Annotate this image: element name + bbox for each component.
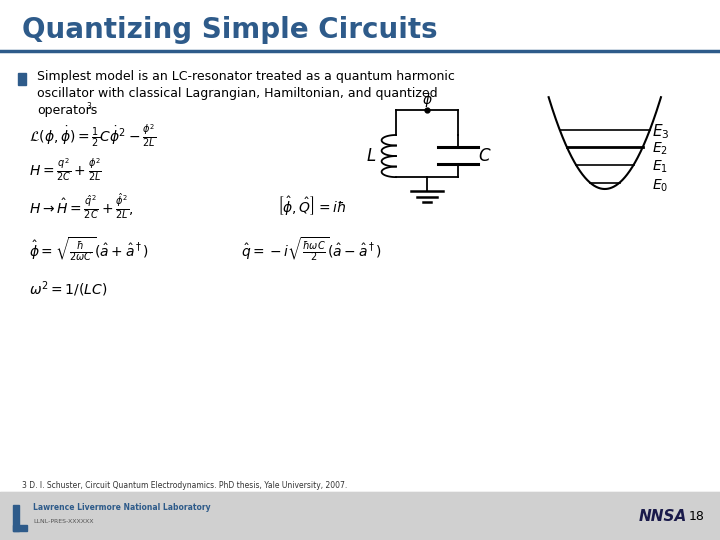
- Bar: [13, 525, 27, 531]
- Text: LLNL-PRES-XXXXXX: LLNL-PRES-XXXXXX: [33, 519, 94, 524]
- Text: operators: operators: [37, 104, 98, 117]
- Text: 3: 3: [86, 102, 91, 111]
- Text: Simplest model is an LC-resonator treated as a quantum harmonic: Simplest model is an LC-resonator treate…: [37, 70, 455, 83]
- Text: Quantizing Simple Circuits: Quantizing Simple Circuits: [22, 16, 437, 44]
- Text: NNSA: NNSA: [638, 509, 687, 524]
- Text: $E_1$: $E_1$: [652, 159, 667, 175]
- Text: $E_3$: $E_3$: [652, 122, 669, 140]
- Text: $\hat{q} = -i\sqrt{\frac{\hbar\omega C}{2}}\left(\hat{a} - \hat{a}^\dagger\right: $\hat{q} = -i\sqrt{\frac{\hbar\omega C}{…: [241, 235, 382, 264]
- Text: $\left[\hat{\phi}, \hat{Q}\right] = i\hbar$: $\left[\hat{\phi}, \hat{Q}\right] = i\hb…: [277, 194, 346, 218]
- Text: Lawrence Livermore National Laboratory: Lawrence Livermore National Laboratory: [33, 503, 211, 512]
- Text: $\hat{\phi} = \sqrt{\frac{\hbar}{2\omega C}}\left(\hat{a} + \hat{a}^\dagger\righ: $\hat{\phi} = \sqrt{\frac{\hbar}{2\omega…: [29, 235, 149, 264]
- Text: oscillator with classical Lagrangian, Hamiltonian, and quantized: oscillator with classical Lagrangian, Ha…: [37, 87, 438, 100]
- Bar: [18, 73, 26, 85]
- Text: $E_0$: $E_0$: [652, 178, 668, 194]
- Bar: [13, 505, 19, 531]
- Text: $\phi$: $\phi$: [422, 91, 432, 109]
- Text: L: L: [366, 146, 375, 165]
- Text: $E_2$: $E_2$: [652, 141, 667, 157]
- Text: C: C: [478, 146, 490, 165]
- Text: 18: 18: [688, 510, 704, 523]
- Text: $H = \frac{q^2}{2C} + \frac{\phi^2}{2L}$: $H = \frac{q^2}{2C} + \frac{\phi^2}{2L}$: [29, 157, 102, 184]
- Text: 3 D. I. Schuster, Circuit Quantum Electrodynamics. PhD thesis, Yale University, : 3 D. I. Schuster, Circuit Quantum Electr…: [22, 482, 347, 490]
- Bar: [0, 492, 720, 540]
- Text: $\mathcal{L}(\phi, \dot{\phi}) = \frac{1}{2}C\dot{\phi}^2 - \frac{\phi^2}{2L}$: $\mathcal{L}(\phi, \dot{\phi}) = \frac{1…: [29, 123, 156, 150]
- Text: $\omega^2 = 1/(LC)$: $\omega^2 = 1/(LC)$: [29, 279, 107, 299]
- Text: $H \rightarrow \hat{H} = \frac{\hat{q}^2}{2C} + \frac{\hat{\phi}^2}{2L},$: $H \rightarrow \hat{H} = \frac{\hat{q}^2…: [29, 191, 134, 221]
